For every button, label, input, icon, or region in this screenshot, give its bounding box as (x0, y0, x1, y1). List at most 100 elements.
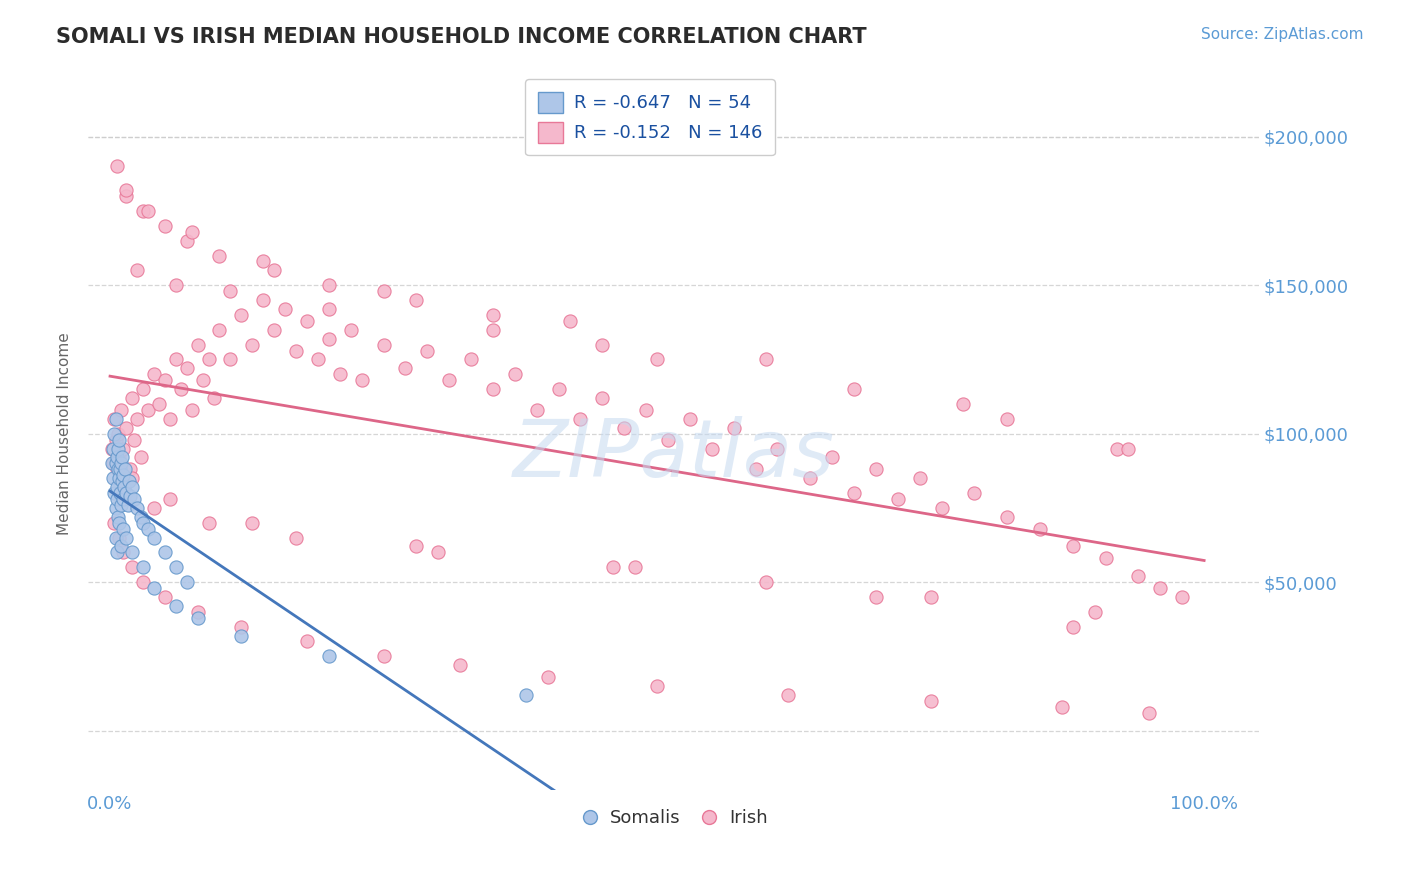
Point (842, 382, 865, 396)
Point (153, 373, 176, 387)
Point (115, 421, 138, 435)
Point (482, 382, 505, 396)
Point (103, 516, 125, 530)
Point (136, 204, 159, 219)
Point (602, 560, 624, 574)
Point (136, 522, 159, 536)
Point (110, 403, 132, 417)
Point (110, 456, 132, 470)
Point (547, 382, 569, 396)
Point (101, 442, 124, 456)
Point (159, 491, 181, 506)
Point (1084, 605, 1107, 619)
Point (208, 249, 231, 263)
Point (118, 489, 141, 503)
Point (427, 545, 450, 559)
Point (176, 575, 198, 590)
Point (112, 491, 135, 506)
Point (107, 450, 129, 465)
Point (931, 500, 953, 515)
Point (127, 412, 149, 426)
Point (170, 382, 193, 396)
Point (107, 531, 129, 545)
Point (636, 403, 658, 417)
Point (613, 421, 636, 435)
Point (132, 560, 155, 574)
Point (482, 323, 505, 337)
Point (766, 442, 789, 456)
Point (117, 498, 139, 512)
Point (115, 531, 138, 545)
Point (908, 471, 931, 485)
Point (176, 234, 198, 248)
Point (755, 575, 778, 590)
Point (963, 486, 986, 500)
Point (107, 433, 129, 447)
Point (107, 516, 129, 530)
Point (252, 293, 274, 307)
Point (103, 456, 125, 470)
Point (107, 462, 129, 476)
Point (101, 456, 124, 470)
Point (1062, 620, 1084, 634)
Point (142, 368, 165, 382)
Point (122, 491, 145, 506)
Point (437, 373, 460, 387)
Point (755, 352, 778, 367)
Point (460, 352, 482, 367)
Point (318, 332, 340, 346)
Point (103, 412, 125, 426)
Point (995, 509, 1018, 524)
Point (865, 590, 887, 604)
Point (219, 352, 242, 367)
Point (153, 590, 176, 604)
Point (405, 293, 427, 307)
Point (153, 219, 176, 233)
Point (526, 403, 548, 417)
Point (153, 545, 176, 559)
Point (121, 560, 143, 574)
Point (187, 605, 209, 619)
Point (176, 361, 198, 376)
Text: ZIPatlas: ZIPatlas (512, 416, 835, 494)
Point (307, 352, 329, 367)
Point (121, 391, 143, 405)
Point (104, 456, 127, 470)
Point (569, 412, 592, 426)
Point (231, 628, 253, 642)
Point (295, 314, 318, 328)
Point (105, 462, 128, 476)
Point (219, 284, 242, 298)
Point (103, 486, 125, 500)
Point (1149, 581, 1171, 595)
Point (121, 480, 143, 494)
Point (107, 509, 129, 524)
Point (482, 308, 505, 322)
Point (842, 486, 865, 500)
Point (591, 337, 613, 351)
Point (920, 694, 942, 708)
Text: Source: ZipAtlas.com: Source: ZipAtlas.com (1201, 27, 1364, 42)
Point (165, 560, 187, 574)
Point (263, 323, 285, 337)
Point (104, 433, 127, 447)
Point (104, 500, 127, 515)
Point (318, 649, 340, 664)
Point (136, 403, 159, 417)
Point (122, 433, 145, 447)
Point (1128, 569, 1150, 583)
Point (1094, 551, 1116, 566)
Point (202, 391, 225, 405)
Point (373, 649, 395, 664)
Point (107, 442, 129, 456)
Point (112, 480, 135, 494)
Point (132, 516, 155, 530)
Point (107, 471, 129, 485)
Point (104, 412, 127, 426)
Point (537, 670, 560, 684)
Point (105, 450, 128, 465)
Point (645, 679, 668, 693)
Point (165, 599, 187, 613)
Point (723, 421, 745, 435)
Point (744, 462, 766, 476)
